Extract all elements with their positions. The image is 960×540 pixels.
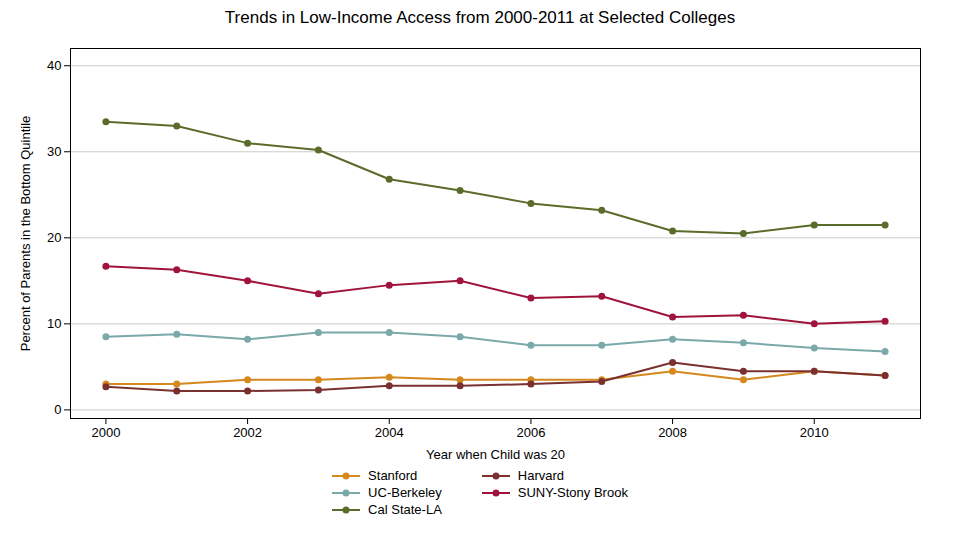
svg-text:30: 30 bbox=[47, 144, 61, 159]
svg-text:40: 40 bbox=[47, 58, 61, 73]
html-text:SUNY-Stony Brook: SUNY-Stony Brook bbox=[517, 485, 628, 500]
html-text:Trends in Low-Income Access fr: Trends in Low-Income Access from 2000-20… bbox=[224, 8, 736, 27]
html-text:UC-Berkeley: UC-Berkeley bbox=[368, 485, 442, 500]
svg-text:2010: 2010 bbox=[800, 425, 829, 440]
svg-text:Percent of Parents in the Bott: Percent of Parents in the Bottom Quintil… bbox=[18, 116, 33, 352]
html-text:Stanford: Stanford bbox=[368, 468, 418, 483]
svg-text:2008: 2008 bbox=[658, 425, 687, 440]
svg-text:2002: 2002 bbox=[233, 425, 262, 440]
svg-text:10: 10 bbox=[47, 316, 61, 331]
svg-text:20: 20 bbox=[47, 230, 61, 245]
svg-text:2004: 2004 bbox=[375, 425, 404, 440]
html-text:Cal State-LA: Cal State-LA bbox=[368, 502, 442, 517]
svg-text:Year when Child was 20: Year when Child was 20 bbox=[426, 447, 565, 462]
svg-text:0: 0 bbox=[54, 402, 61, 417]
svg-text:2006: 2006 bbox=[516, 425, 545, 440]
svg-text:2000: 2000 bbox=[91, 425, 120, 440]
html-text:Harvard: Harvard bbox=[517, 468, 565, 483]
